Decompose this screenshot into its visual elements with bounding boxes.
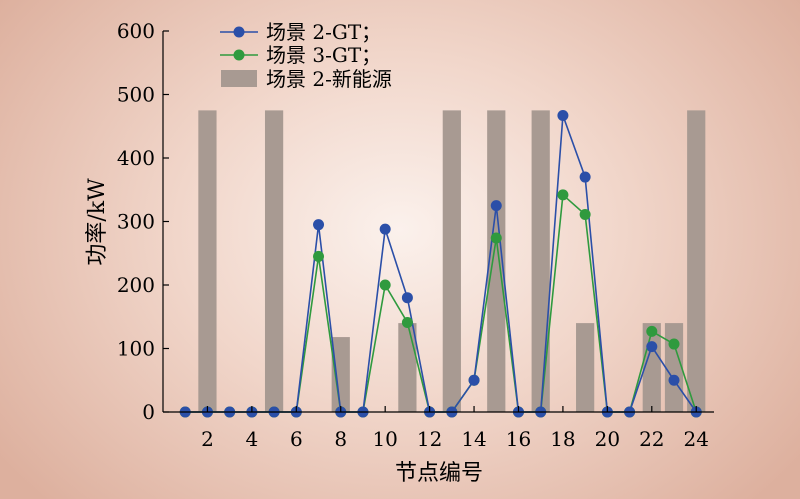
y-tick-label: 600: [117, 19, 155, 43]
series-line: [185, 193, 697, 413]
x-tick-label: 12: [417, 427, 442, 451]
y-tick-label: 500: [117, 83, 155, 107]
bar: [664, 323, 684, 412]
legend-label-renewable: 场景 2-新能源: [266, 67, 392, 91]
bar: [687, 110, 706, 412]
x-tick-label: 14: [461, 427, 486, 451]
x-tick-label: 16: [506, 427, 531, 451]
data-point: [468, 374, 480, 386]
data-point: [490, 200, 502, 212]
bar: [442, 110, 461, 412]
x-tick-label: 6: [290, 427, 303, 451]
data-point: [579, 171, 591, 183]
axes-layer: [162, 31, 714, 413]
data-point: [646, 341, 658, 353]
legend-swatch-renewable: [221, 70, 257, 87]
bar: [487, 110, 506, 412]
data-point: [490, 232, 502, 244]
bars-layer: [198, 110, 706, 412]
data-point: [313, 219, 325, 231]
y-tick-label: 200: [117, 273, 155, 297]
x-tick-label: 18: [550, 427, 575, 451]
x-tick-label: 20: [595, 427, 620, 451]
data-point: [579, 209, 591, 221]
x-tick-label: 22: [639, 427, 664, 451]
bar: [531, 110, 550, 412]
y-tick-label: 100: [117, 337, 155, 361]
bar: [264, 110, 284, 412]
bar: [331, 337, 350, 412]
y-axis-label: 功率/kW: [85, 178, 110, 266]
bar: [398, 323, 417, 412]
data-point: [557, 109, 569, 121]
x-tick-label: 4: [246, 427, 259, 451]
legend: 场景 2-GT； 场景 3-GT； 场景 2-新能源: [220, 20, 392, 91]
data-point: [401, 316, 413, 328]
legend-marker-gt2: [233, 26, 245, 38]
y-tick-label: 400: [117, 146, 155, 170]
series-line: [185, 115, 697, 413]
x-tick-label: 8: [334, 427, 347, 451]
y-tick-label: 0: [142, 400, 155, 424]
y-tick-label: 300: [117, 210, 155, 234]
bar: [576, 323, 595, 412]
legend-label-gt3: 场景 3-GT；: [266, 43, 381, 67]
bar: [198, 110, 217, 412]
x-tick-label: 24: [683, 427, 708, 451]
legend-marker-gt3: [233, 49, 245, 61]
data-point: [557, 189, 569, 201]
data-point: [401, 292, 413, 304]
data-point: [668, 374, 680, 386]
x-tick-label: 2: [201, 427, 214, 451]
data-point: [646, 325, 658, 337]
data-point: [313, 250, 325, 262]
data-point: [379, 223, 391, 235]
data-point: [668, 338, 680, 350]
data-point: [379, 279, 391, 291]
lines-layer: [179, 109, 702, 418]
x-axis-label: 节点编号: [395, 461, 483, 486]
legend-label-gt2: 场景 2-GT；: [266, 20, 381, 44]
x-tick-label: 10: [372, 427, 397, 451]
